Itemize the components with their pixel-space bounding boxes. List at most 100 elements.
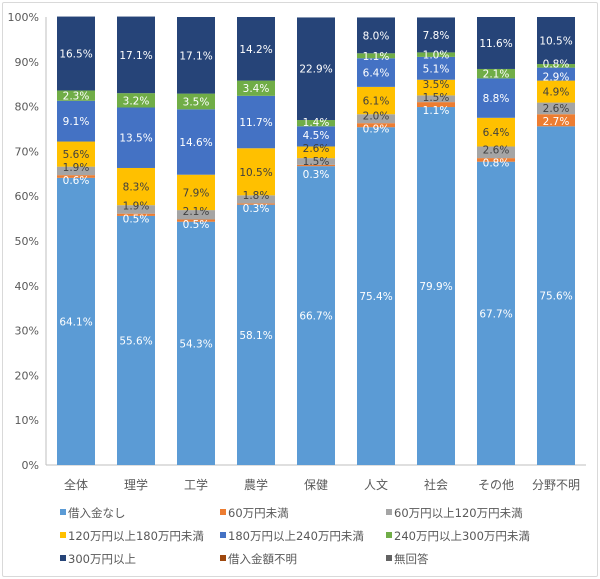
data-label: 8.3%	[123, 182, 150, 194]
data-label: 1.4%	[303, 117, 330, 129]
data-label: 66.7%	[299, 311, 332, 323]
bar-segment	[357, 86, 395, 115]
data-label: 6.4%	[483, 127, 510, 139]
data-label: 17.1%	[179, 50, 212, 62]
data-label: 67.7%	[479, 308, 512, 320]
data-label: 58.1%	[239, 330, 272, 342]
bar-segment	[297, 126, 335, 147]
bar-segment	[357, 17, 395, 54]
bar-segment	[237, 17, 275, 81]
legend-swatch	[220, 555, 226, 561]
legend-swatch	[386, 509, 392, 515]
legend-swatch	[386, 555, 392, 561]
data-label: 64.1%	[59, 316, 92, 328]
bar-segment	[357, 127, 395, 465]
data-label: 6.1%	[363, 96, 390, 108]
data-label: 2.6%	[483, 145, 510, 157]
bar-segment	[177, 210, 215, 220]
x-tick-label: 農学	[244, 477, 268, 492]
bar-segment	[57, 175, 95, 178]
data-label: 5.1%	[423, 63, 450, 75]
data-label: 14.6%	[179, 137, 212, 149]
legend-label: 借入金額不明	[228, 552, 297, 566]
legend-label: 60万円未満	[228, 506, 289, 520]
data-label: 1.9%	[63, 162, 90, 174]
data-label: 0.3%	[303, 169, 330, 181]
data-label: 22.9%	[299, 64, 332, 76]
bar-segment	[177, 174, 215, 211]
bar-segment	[297, 146, 335, 159]
data-label: 3.5%	[183, 96, 210, 108]
data-label: 2.7%	[543, 116, 570, 128]
data-label: 6.4%	[363, 68, 390, 80]
legend-swatch	[220, 509, 226, 515]
data-label: 75.4%	[359, 291, 392, 303]
data-label: 8.8%	[483, 93, 510, 105]
bar-segment	[297, 17, 335, 121]
legend-swatch	[386, 532, 392, 538]
bar-segment	[297, 166, 335, 465]
bar-segment	[177, 219, 215, 222]
bar-segment	[117, 93, 155, 108]
data-label: 2.9%	[543, 71, 570, 83]
legend-swatch	[220, 532, 226, 538]
data-label: 0.8%	[543, 58, 570, 70]
x-tick-label: 人文	[364, 477, 388, 492]
bar-segment	[57, 166, 95, 176]
bar-segment	[357, 53, 395, 59]
x-tick-label: 社会	[424, 477, 448, 492]
bar-segment	[57, 141, 95, 167]
bar-segment	[357, 114, 395, 124]
bar-segment	[117, 215, 155, 465]
bar-segment	[477, 17, 515, 69]
x-tick-label: 全体	[64, 477, 88, 492]
y-tick-label: 100%	[8, 11, 39, 24]
bar-segment	[57, 100, 95, 142]
bar-segment	[237, 80, 275, 96]
y-tick-label: 0%	[22, 459, 39, 472]
bar-segment	[537, 102, 575, 115]
data-label: 3.4%	[243, 83, 270, 95]
bar-segment	[417, 102, 455, 108]
data-label: 3.2%	[123, 95, 150, 107]
data-label: 14.2%	[239, 44, 272, 56]
data-label: 1.9%	[123, 201, 150, 213]
bar-segment	[417, 107, 455, 465]
bar-segment	[357, 58, 395, 87]
bar-segment	[477, 78, 515, 118]
data-label: 2.0%	[363, 110, 390, 122]
legend-label: 無回答	[394, 552, 429, 566]
y-tick-label: 10%	[15, 414, 39, 427]
data-label: 17.1%	[119, 50, 152, 62]
bar-segment	[117, 167, 155, 206]
bar-segment	[177, 221, 215, 465]
data-label: 7.9%	[183, 187, 210, 199]
bar-segment	[357, 123, 395, 128]
x-tick-label: 分野不明	[532, 478, 580, 492]
data-label: 2.1%	[483, 69, 510, 81]
bar-segment	[297, 164, 335, 167]
bar-segment	[177, 17, 215, 94]
data-label: 1.1%	[423, 105, 450, 117]
y-tick-label: 90%	[15, 56, 39, 69]
data-label: 79.9%	[419, 281, 452, 293]
data-label: 1.0%	[423, 50, 450, 62]
bar-segment	[57, 90, 95, 101]
data-label: 0.9%	[363, 123, 390, 135]
legend-label: 60万円以上120万円未満	[394, 506, 523, 520]
legend-swatch	[60, 555, 66, 561]
bar-segment	[237, 148, 275, 196]
legend-swatch	[60, 532, 66, 538]
bar-segment	[477, 117, 515, 147]
data-label: 11.6%	[479, 38, 512, 50]
y-tick-label: 50%	[15, 235, 39, 248]
bar-segment	[417, 56, 455, 80]
y-tick-label: 20%	[15, 369, 39, 382]
bar-segment	[177, 109, 215, 175]
y-tick-label: 80%	[15, 101, 39, 114]
bar-segment	[417, 95, 455, 103]
data-label: 2.6%	[543, 103, 570, 115]
bar-segment	[57, 16, 95, 91]
